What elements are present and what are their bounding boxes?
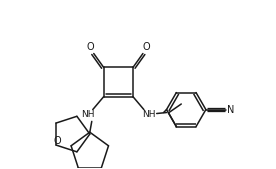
Text: NH: NH xyxy=(81,110,95,119)
Text: O: O xyxy=(87,42,95,52)
Text: NH: NH xyxy=(142,110,156,119)
Text: N: N xyxy=(227,105,234,115)
Text: O: O xyxy=(53,136,61,146)
Text: O: O xyxy=(142,42,150,52)
